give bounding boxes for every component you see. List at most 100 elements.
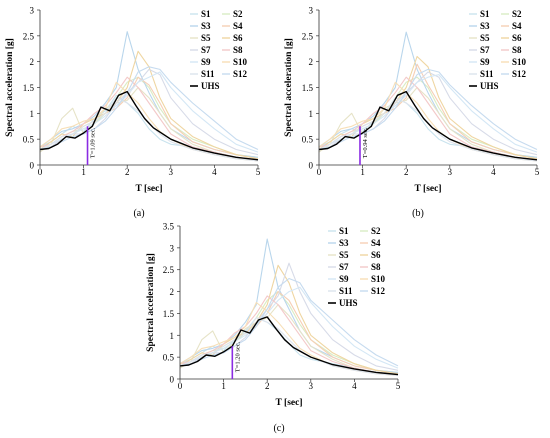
legend-label-s11: S11: [201, 69, 215, 79]
x-tick-label: 0: [317, 167, 322, 177]
x-tick-label: 2: [265, 381, 270, 391]
y-axis-label: Spectral acceleration [g]: [146, 253, 156, 352]
legend-label-s7: S7: [339, 262, 349, 272]
x-tick-label: 5: [256, 167, 261, 177]
legend-label-s12: S12: [512, 69, 527, 79]
x-tick-label: 3: [448, 167, 453, 177]
legend-label-s9: S9: [201, 57, 211, 67]
y-tick-label: 3.5: [163, 222, 175, 232]
x-tick-label: 1: [360, 167, 365, 177]
y-axis-label: Spectral acceleration [g]: [5, 38, 15, 137]
x-tick-label: 5: [396, 381, 401, 391]
x-axis-label: T [sec]: [415, 184, 442, 194]
series-line-s8: [39, 76, 259, 161]
x-tick-label: 4: [212, 167, 217, 177]
y-tick-label: 0: [309, 161, 314, 171]
chart-panel-2: 0 0.5 1 1.5 2 2.5 3 0 1 2 3 4 5 T [sec] Spectral accel…: [284, 6, 540, 220]
y-tick-label: 2: [30, 57, 35, 67]
legend-label-s8: S8: [233, 45, 243, 55]
series-line-uhs: [179, 316, 399, 376]
x-tick-label: 5: [535, 167, 540, 177]
y-tick-label: 2.5: [163, 265, 175, 275]
series-line-s2: [39, 76, 259, 158]
legend-label-uhs: UHS: [201, 81, 220, 91]
legend-label-s2: S2: [371, 226, 381, 236]
y-tick-label: 2: [309, 57, 314, 67]
series-line-s11: [318, 97, 538, 162]
legend-label-s3: S3: [480, 21, 490, 31]
series-line-s9: [179, 286, 399, 369]
series-line-s6: [39, 50, 259, 160]
x-tick-label: 3: [169, 167, 174, 177]
legend-label-s1: S1: [339, 226, 349, 236]
series-line-uhs: [39, 90, 259, 161]
x-tick-label: 0: [38, 167, 43, 177]
series-line-s10: [39, 81, 259, 162]
x-tick-label: 4: [352, 381, 357, 391]
panel-label: (c): [273, 423, 284, 434]
legend-label-s3: S3: [339, 238, 349, 248]
legend: S1 S2 S3 S4 S5 S6 S7 S8 S9 S10 S11 S12 UHS: [328, 226, 386, 308]
legend-label-s1: S1: [480, 9, 490, 19]
legend: S1 S2 S3 S4 S5 S6 S7 S8 S9 S10 S11 S12 UHS: [469, 9, 527, 91]
series-line-s12: [179, 277, 399, 367]
legend-label-s7: S7: [480, 45, 490, 55]
legend-label-s5: S5: [339, 250, 349, 260]
period-marker-label: T=0.94 sec.: [362, 127, 369, 158]
legend-label-s10: S10: [371, 274, 386, 284]
y-tick-label: 0.5: [302, 135, 314, 145]
chart-panel-1: 0 0.5 1 1.5 2 2.5 3 0 1 2 3 4 5 T [sec] Spectral accel…: [5, 6, 261, 220]
legend-label-s8: S8: [371, 262, 381, 272]
series-line-s2: [318, 76, 538, 158]
series-line-s1: [39, 94, 259, 161]
y-tick-label: 1.5: [163, 309, 175, 319]
legend-label-s2: S2: [233, 9, 243, 19]
legend-label-s6: S6: [512, 33, 522, 43]
y-tick-label: 0: [30, 161, 35, 171]
series-line-s10: [318, 81, 538, 162]
series-line-s3: [318, 31, 538, 158]
x-axis-label: T [sec]: [276, 398, 303, 408]
y-tick-label: 1: [309, 109, 314, 119]
series-line-s8: [179, 295, 399, 376]
period-marker-label: T=1.09 sec.: [90, 127, 97, 158]
y-tick-label: 3: [170, 243, 175, 253]
x-tick-label: 4: [491, 167, 496, 177]
legend-label-s5: S5: [201, 33, 211, 43]
chart-panel-3: 0 0.5 1 1.5 2 2.5 3 3.5 0 1 2 3 4 5 T [sec] Spectral ac…: [146, 222, 401, 435]
x-tick-label: 1: [81, 167, 86, 177]
legend-label-s4: S4: [233, 21, 243, 31]
y-tick-label: 1.5: [23, 83, 35, 93]
series-line-s7: [39, 68, 259, 156]
legend: S1 S2 S3 S4 S5 S6 S7 S8 S9 S10 S11 S12 UHS: [190, 9, 248, 91]
legend-label-s4: S4: [371, 238, 381, 248]
y-tick-label: 2.5: [302, 31, 314, 41]
y-tick-label: 2: [170, 287, 175, 297]
legend-label-s6: S6: [371, 250, 381, 260]
legend-label-s1: S1: [201, 9, 211, 19]
legend-label-s2: S2: [512, 9, 522, 19]
series-line-s5: [39, 86, 259, 161]
series-line-s9: [39, 71, 259, 153]
legend-label-s7: S7: [201, 45, 211, 55]
panel-label: (a): [133, 208, 144, 219]
panel-label: (b): [412, 208, 424, 219]
x-tick-label: 2: [404, 167, 409, 177]
legend-label-s6: S6: [233, 33, 243, 43]
y-tick-label: 0.5: [163, 353, 175, 363]
series-line-s9: [318, 74, 538, 153]
legend-label-s11: S11: [480, 69, 494, 79]
y-tick-label: 3: [309, 6, 314, 16]
y-tick-label: 2.5: [23, 31, 35, 41]
legend-label-s10: S10: [512, 57, 527, 67]
legend-label-s4: S4: [512, 21, 522, 31]
y-tick-label: 1.5: [302, 83, 314, 93]
legend-label-s10: S10: [233, 57, 248, 67]
series-line-s5: [318, 86, 538, 161]
x-tick-label: 0: [178, 381, 183, 391]
x-tick-label: 2: [125, 167, 130, 177]
x-tick-label: 1: [221, 381, 226, 391]
series-line-s8: [318, 76, 538, 161]
legend-label-s12: S12: [233, 69, 248, 79]
